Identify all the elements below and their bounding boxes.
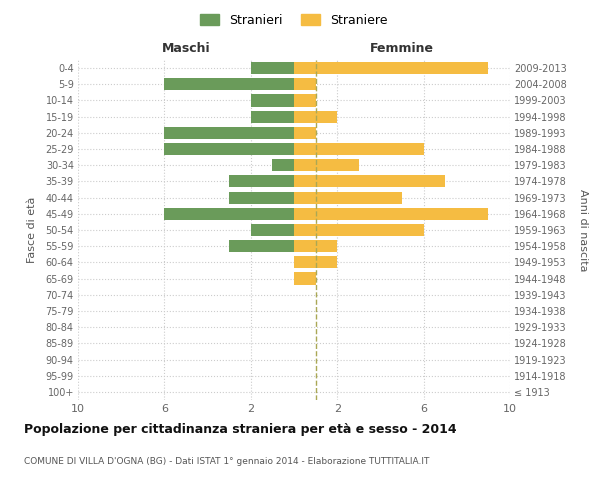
Legend: Stranieri, Straniere: Stranieri, Straniere [196,8,392,32]
Y-axis label: Fasce di età: Fasce di età [27,197,37,263]
Bar [294,110,337,122]
Bar [294,208,488,220]
Bar [251,224,294,236]
Bar [294,272,316,284]
Bar [294,224,424,236]
Y-axis label: Anni di nascita: Anni di nascita [578,188,588,271]
Bar [294,176,445,188]
Bar [251,62,294,74]
Bar [294,78,316,90]
Bar [294,240,337,252]
Bar [294,143,424,155]
Bar [229,240,294,252]
Bar [164,143,294,155]
Bar [294,127,316,139]
Bar [294,192,402,203]
Bar [294,62,488,74]
Bar [294,256,337,268]
Bar [164,127,294,139]
Text: Femmine: Femmine [370,42,434,55]
Bar [164,208,294,220]
Bar [272,159,294,172]
Bar [251,94,294,106]
Bar [229,192,294,203]
Text: Popolazione per cittadinanza straniera per età e sesso - 2014: Popolazione per cittadinanza straniera p… [24,422,457,436]
Bar [229,176,294,188]
Text: COMUNE DI VILLA D'OGNA (BG) - Dati ISTAT 1° gennaio 2014 - Elaborazione TUTTITAL: COMUNE DI VILLA D'OGNA (BG) - Dati ISTAT… [24,458,430,466]
Bar [251,110,294,122]
Text: Maschi: Maschi [161,42,211,55]
Bar [294,159,359,172]
Bar [164,78,294,90]
Bar [294,94,316,106]
